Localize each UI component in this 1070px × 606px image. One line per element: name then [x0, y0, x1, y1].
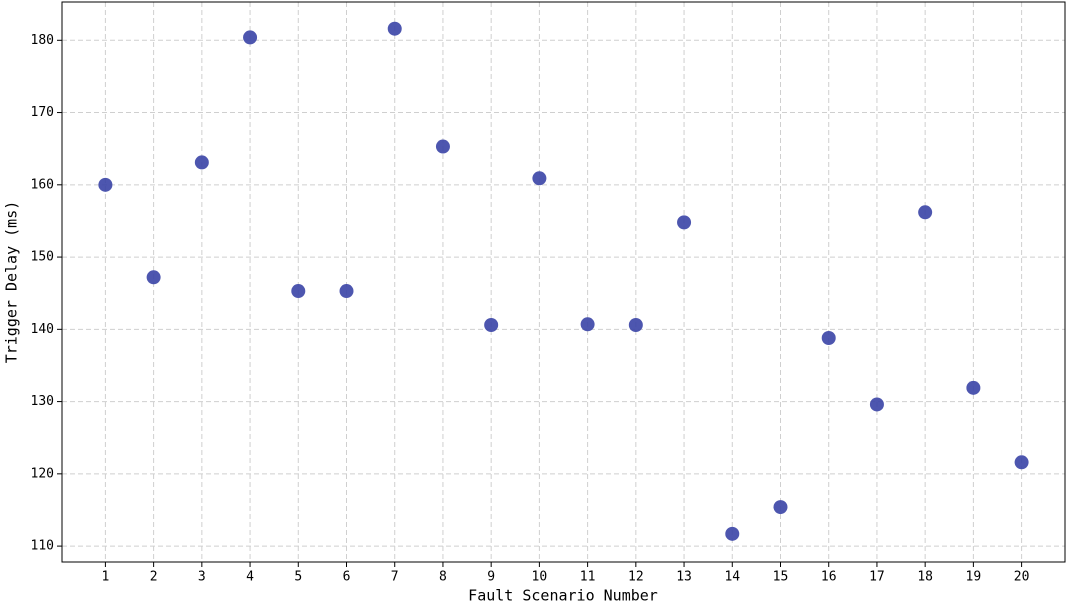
point [243, 30, 258, 45]
x-tick-label: 8 [439, 570, 447, 585]
x-tick-label: 11 [580, 570, 596, 585]
x-tick-label: 6 [343, 570, 351, 585]
x-axis-title: Fault Scenario Number [468, 587, 658, 605]
point [580, 317, 595, 332]
point [773, 500, 788, 515]
x-tick-label: 19 [966, 570, 982, 585]
y-tick-label: 130 [31, 394, 54, 409]
point [339, 284, 354, 299]
point [725, 526, 740, 541]
x-tick-label: 14 [724, 570, 740, 585]
y-tick-label: 140 [31, 322, 54, 337]
point [821, 331, 836, 345]
x-tick-label: 5 [294, 570, 302, 585]
point [387, 21, 402, 36]
point [435, 139, 450, 154]
point [1014, 455, 1029, 470]
x-tick-label: 7 [391, 570, 399, 585]
x-tick-label: 17 [869, 570, 885, 585]
y-tick-label: 110 [31, 539, 54, 554]
y-axis-title: Trigger Delay (ms) [3, 201, 21, 364]
x-tick-label: 4 [246, 570, 254, 585]
x-tick-label: 2 [150, 570, 158, 585]
y-tick-label: 170 [31, 105, 54, 120]
point [918, 205, 933, 220]
x-tick-label: 12 [628, 570, 644, 585]
x-tick-label: 15 [773, 570, 789, 585]
point [628, 317, 643, 332]
point [484, 317, 499, 332]
point [966, 380, 981, 395]
x-tick-label: 18 [917, 570, 933, 585]
point [532, 171, 547, 186]
y-tick-label: 180 [31, 33, 54, 48]
x-tick-label: 16 [821, 570, 837, 585]
y-tick-label: 120 [31, 466, 54, 481]
x-tick-label: 9 [487, 570, 495, 585]
x-tick-label: 3 [198, 570, 206, 585]
point [677, 215, 692, 230]
point [194, 155, 209, 170]
x-tick-label: 20 [1014, 570, 1030, 585]
point [98, 177, 113, 192]
x-tick-label: 13 [676, 570, 692, 585]
x-tick-label: 10 [532, 570, 548, 585]
x-tick-label: 1 [101, 570, 109, 585]
point [291, 284, 306, 299]
point [869, 397, 884, 412]
point [146, 270, 161, 285]
y-tick-label: 160 [31, 177, 54, 192]
plot-frame [61, 1, 1066, 563]
y-tick-label: 150 [31, 250, 54, 265]
